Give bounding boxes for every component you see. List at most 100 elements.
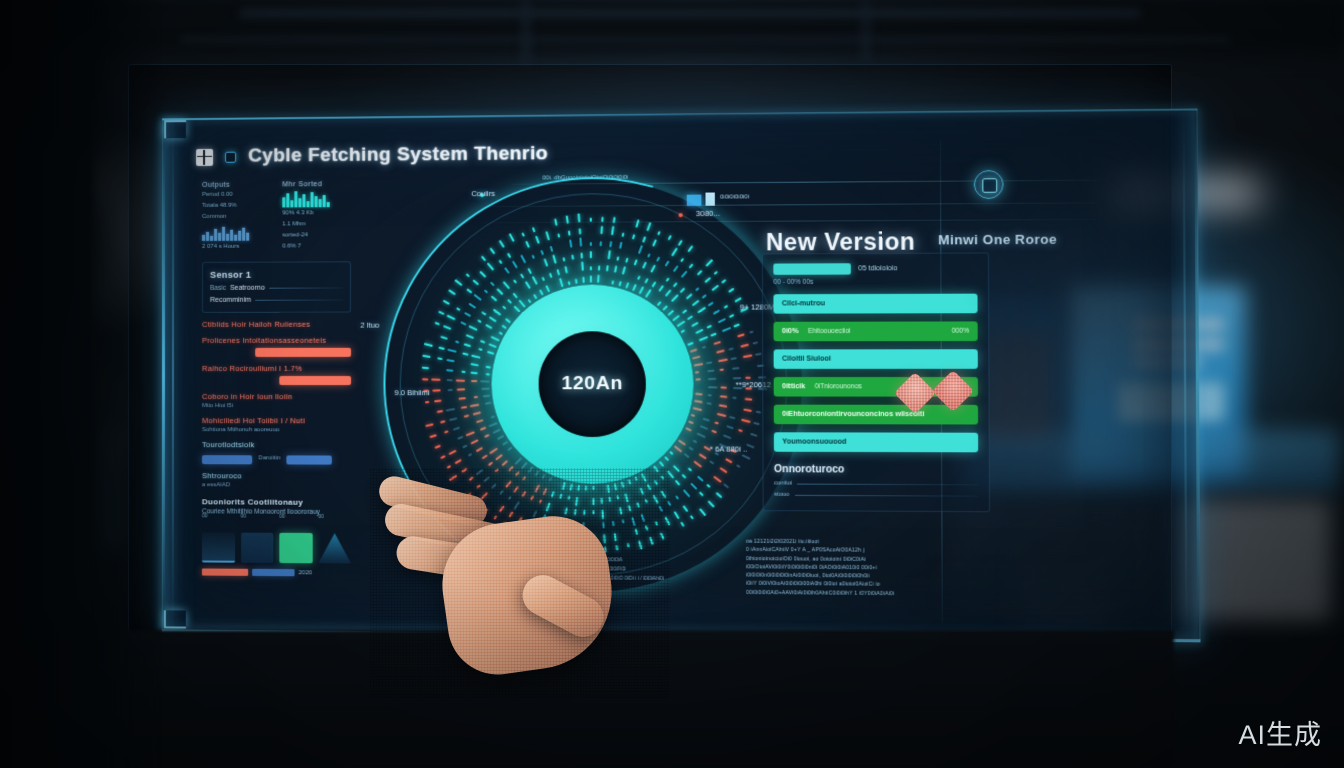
metric-bar	[279, 376, 352, 386]
mini-chart[interactable]: 00	[318, 514, 351, 564]
left-metrics-panel: Outputs Period 0.00 Totala 48.9% Common …	[201, 181, 352, 577]
mini-chart[interactable]: 00	[201, 513, 235, 563]
stat-value: 90% 4.3 Kb	[282, 210, 314, 217]
mini-chart-caption: 00	[240, 513, 247, 520]
metric-label: Ctiblids Hoir Hailoh Ruiienses	[202, 319, 311, 329]
metric-sub: a essAlAD	[201, 482, 231, 489]
left-dark-edge	[0, 0, 162, 768]
section-header: Onnoroturoco	[773, 464, 845, 476]
metric-bar	[255, 347, 352, 357]
metric-row[interactable]: Prolicenes Intoitationsasseoneteis	[202, 336, 352, 357]
divider	[797, 483, 979, 485]
hand-touching-display	[370, 468, 670, 698]
metric-sub: Sohtiona Mtihonuh aooreuuo	[201, 427, 280, 434]
stat-value: 2 074 s Hours	[202, 243, 240, 250]
stat-title: Mhr Sorted	[282, 181, 323, 189]
mini-chart[interactable]: 00	[279, 514, 313, 564]
metric-row[interactable]: Ctiblids Hoir Hailoh Ruiienses	[202, 320, 351, 329]
row-value: 000%	[951, 327, 970, 335]
stat-value: Common	[202, 213, 227, 220]
gauge-label: * 6A 880i ..	[709, 444, 748, 454]
metric-row[interactable]: Tourotlodtsiolk Daroiitin	[201, 440, 351, 465]
stat-cell[interactable]: Outputs Period 0.00 Totala 48.9% Common …	[202, 181, 270, 251]
card-row-value: Recomminim	[210, 296, 251, 304]
mini-chart-triangle	[318, 533, 351, 563]
right-panel-subtitle: Minwi One Roroe	[938, 231, 1058, 248]
page-title: Cyble Fetching System Thenrio	[248, 143, 549, 167]
mini-chart-block	[279, 532, 313, 564]
row-label: 0i0%	[781, 327, 799, 336]
row-detail: 0iTniorounonos	[814, 383, 862, 391]
stat-value: 1.1 Mhm	[282, 221, 306, 228]
metric-sub: Mtio Hioi l5i	[201, 403, 234, 410]
stat-value: Period 0.00	[202, 191, 233, 198]
sensor-card[interactable]: Sensor 1 Basic Seatroorno Recomminim	[202, 261, 351, 313]
mini-chart-caption: 00	[318, 513, 324, 520]
legend-text: 2020	[298, 569, 313, 576]
section-row: conitoi	[774, 480, 979, 487]
row-label: Cilci-mutrou	[781, 300, 825, 308]
mini-charts-subhead: Couriee Mthitilhio Monooront liooororauy	[201, 508, 320, 516]
gauge-marker	[678, 213, 683, 218]
card-row: Recomminim	[210, 297, 343, 304]
mini-charts-legend: 2020	[201, 568, 351, 577]
sparkline	[282, 191, 351, 208]
stat-value: 0.6% 7	[282, 243, 302, 250]
row-label: Ciloitii Siulooi	[781, 355, 831, 363]
stat-title: Outputs	[202, 181, 231, 189]
ceiling-beam	[180, 36, 1230, 43]
stat-cell[interactable]: Mhr Sorted 90% 4.3 Kb 1.1 Mhm sorted-24 …	[282, 181, 351, 252]
head-meta: 05 tdioioioio	[858, 265, 898, 273]
gauge-label: 3080...	[695, 208, 720, 218]
frame-edge-left	[161, 118, 166, 633]
list-item[interactable]: Youmoonsuouood	[773, 432, 979, 453]
card-header: Sensor 1	[210, 269, 252, 280]
mini-charts-section: Duoniorits Cootliitonauy Couriee Mthitil…	[201, 497, 351, 577]
metric-label: Coboro in Hoir Ioun lioiin	[201, 392, 293, 402]
grid-icon[interactable]	[196, 148, 214, 166]
right-panel-head: 05 tdioioioio	[773, 263, 977, 275]
gauge-value: 120An	[561, 372, 623, 395]
mini-chart-caption: 00	[279, 513, 285, 520]
section-row-key: stouo	[774, 491, 790, 498]
dashboard-screen: Cyble Fetching System Thenrio 00i. dbGuo…	[178, 116, 1183, 634]
panel-icon[interactable]	[225, 151, 237, 163]
list-item[interactable]: 0iEhtuorconiontirvounconcinos wiiseoiti	[773, 404, 979, 425]
row-label: Youmoonsuouood	[782, 438, 847, 446]
ceiling-beam	[240, 8, 1140, 18]
metric-label: Shtrouroco	[201, 471, 242, 481]
legend-swatch-red	[201, 568, 249, 576]
metric-row[interactable]: Mohiciliedi Hoi Toiibii I / Nuti Sohtion…	[202, 416, 351, 433]
card-row: Basic Seatroorno	[210, 284, 343, 292]
metric-sub: Daroiitin	[258, 455, 281, 462]
metric-row[interactable]: Raihco Rociroulliumi I 1.7%	[202, 364, 352, 386]
card-row-value: Seatroorno	[229, 284, 265, 292]
mini-chart[interactable]: 00	[240, 514, 274, 563]
settings-badge-icon[interactable]	[973, 170, 1004, 200]
mini-chart-bars	[240, 532, 274, 563]
ceiling-beam	[520, 0, 532, 70]
legend-swatch-blue	[252, 568, 295, 577]
section-row-key: conitoi	[774, 480, 793, 487]
metric-bar	[286, 455, 332, 465]
mini-charts-header: Duoniorits Cootliitonauy	[201, 497, 304, 507]
gauge-label: Couiirs	[471, 188, 496, 198]
metric-bar	[201, 455, 253, 465]
list-item[interactable]: Ciloitii Siulooi	[773, 349, 978, 369]
stat-value: Totala 48.9%	[202, 202, 237, 209]
sparkline	[202, 225, 270, 241]
list-item[interactable]: 0i0% Ehitoouoeciioi 000%	[773, 321, 978, 342]
head-sub: 00 - 00% 00s	[773, 278, 814, 287]
metric-row[interactable]: Coboro in Hoir Ioun lioiin Mtio Hioi l5i	[202, 392, 351, 409]
holographic-display[interactable]: Cyble Fetching System Thenrio 00i. dbGuo…	[161, 108, 1201, 643]
divider	[794, 494, 979, 497]
row-label: 0itticik	[782, 383, 806, 391]
metric-label: Mohiciliedi Hoi Toiibii I / Nuti	[201, 416, 305, 426]
top-bar: Cyble Fetching System Thenrio	[196, 132, 1159, 174]
watermark: AI生成	[1238, 720, 1322, 750]
hand-texture	[370, 468, 670, 698]
divider	[268, 287, 343, 289]
list-item[interactable]: Cilci-mutrou	[773, 293, 978, 314]
row-label: 0iEhtuorconiontirvounconcinos wiiseoiti	[782, 410, 925, 419]
metric-row[interactable]: Shtrouroco a essAlAD	[202, 471, 351, 489]
